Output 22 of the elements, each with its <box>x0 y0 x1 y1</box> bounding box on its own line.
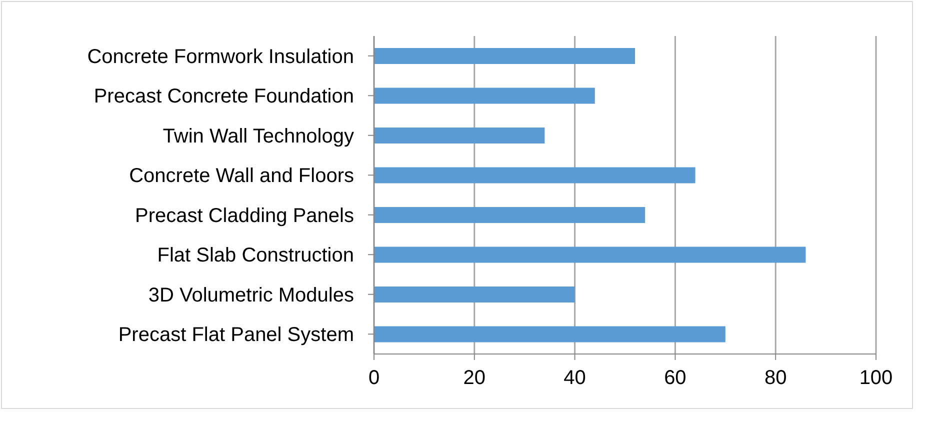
y-tick-label: 3D Volumetric Modules <box>148 284 354 306</box>
bar <box>374 128 545 144</box>
y-tick-label: Concrete Wall and Floors <box>129 165 354 188</box>
x-tick-label: 100 <box>859 367 893 390</box>
bar <box>374 207 646 223</box>
bar <box>374 286 575 302</box>
y-tick-label: Precast Flat Panel System <box>118 324 354 346</box>
x-tick-label: 40 <box>564 367 586 390</box>
x-tick-label: 0 <box>368 367 380 390</box>
y-tick-label: Precast Concrete Foundation <box>94 86 354 108</box>
x-tick-label: 80 <box>764 367 787 390</box>
bar <box>374 326 726 342</box>
y-tick-label: Concrete Formwork Insulation <box>87 46 354 68</box>
bar <box>374 48 636 64</box>
bar <box>374 246 806 263</box>
y-tick-label: Precast Cladding Panels <box>134 204 354 227</box>
y-tick-label: Flat Slab Construction <box>157 244 354 267</box>
bar <box>374 167 696 184</box>
y-tick-label: Twin Wall Technology <box>162 125 354 148</box>
bar <box>374 88 595 104</box>
x-tick-label: 60 <box>664 367 686 390</box>
x-tick-label: 20 <box>463 367 486 390</box>
